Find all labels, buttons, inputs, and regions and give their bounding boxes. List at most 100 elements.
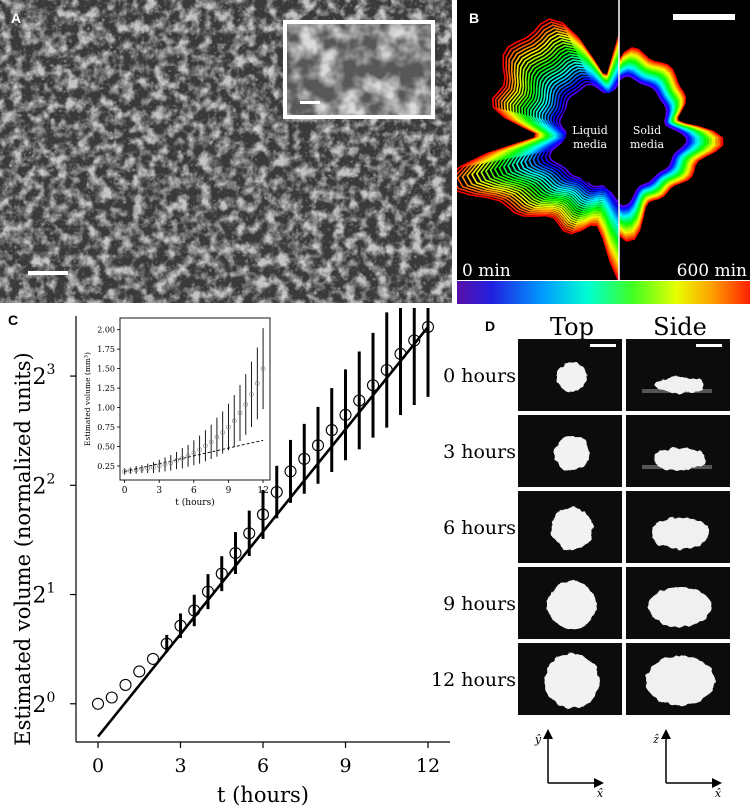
- side-axes-h-arrow: [712, 778, 722, 788]
- side-blob-3: [648, 586, 712, 628]
- inset-y-tick-label-1: 0.50: [97, 443, 115, 452]
- inset-point-4: [145, 466, 150, 471]
- y-tick-base: 2: [33, 584, 47, 609]
- inset-point-6: [156, 463, 162, 469]
- inset-point-24: [260, 366, 266, 371]
- y-axis-label: Estimated volume (normalized units): [11, 352, 35, 746]
- inset-y-tick-label-2: 0.75: [97, 423, 115, 432]
- side-blob-1: [653, 448, 707, 471]
- side-image-0: [626, 339, 730, 411]
- time-start-label: 0 min: [462, 261, 511, 280]
- panel-b-image: Liquid media Solid media 0 min 600 min: [457, 0, 750, 280]
- time-colorbar: [457, 281, 750, 304]
- data-point-22: [394, 347, 407, 360]
- inset-y-tick-label-3: 1.00: [97, 404, 115, 413]
- y-tick-base: 2: [33, 474, 47, 499]
- time-end-label: 600 min: [677, 261, 747, 280]
- inset-point-10: [180, 455, 185, 461]
- y-tick-exp: 0: [47, 690, 56, 706]
- column-header-side: Side: [653, 313, 707, 341]
- data-point-17: [325, 424, 338, 437]
- x-axis-label: t (hours): [217, 783, 309, 807]
- colorbar-gradient: [457, 281, 750, 304]
- row-label-2: 6 hours: [443, 517, 516, 539]
- top-blob-1: [554, 435, 590, 471]
- side-axes-h-label: x̂: [715, 787, 722, 800]
- side-blob-2: [651, 517, 709, 549]
- data-point-0: [91, 697, 105, 710]
- panel-a-image: [0, 0, 452, 303]
- inset-point-1: [128, 468, 133, 473]
- liquid-media-contours: [457, 18, 619, 280]
- inset-point-20: [237, 410, 243, 416]
- inset-x-tick-label-0: 0: [122, 486, 128, 496]
- inset-point-16: [214, 434, 220, 440]
- side-blob-4: [645, 656, 715, 706]
- inset-point-14: [203, 443, 208, 449]
- inset-x-axis-label: t (hours): [175, 497, 214, 508]
- panel-a-letter: A: [11, 10, 22, 26]
- panel-d-letter: D: [485, 318, 496, 334]
- side-blob-0: [656, 377, 704, 393]
- sem-inset-texture: [287, 24, 431, 115]
- inset-point-8: [168, 460, 174, 466]
- inset-point-7: [162, 462, 168, 467]
- data-point-1: [105, 691, 118, 704]
- column-header-top: Top: [550, 313, 594, 341]
- y-tick-base: 2: [33, 365, 47, 390]
- side-axes-v-arrow: [661, 729, 671, 739]
- side-scale-bar: [696, 344, 722, 347]
- y-tick-label-3: 23: [33, 362, 56, 390]
- top-blob-3: [547, 580, 597, 630]
- inset-x-tick-label-3: 3: [156, 486, 162, 496]
- y-tick-exp: 2: [47, 471, 56, 487]
- inset-point-15: [208, 439, 214, 445]
- data-point-5: [160, 637, 173, 650]
- inset-y-tick-label-5: 1.50: [97, 365, 115, 374]
- top-axes-v-label: ŷ: [534, 733, 542, 746]
- top-axes-v-arrow: [543, 729, 553, 739]
- liquid-media-label: Liquid media: [572, 124, 608, 151]
- data-point-9: [215, 567, 228, 580]
- data-point-23: [408, 334, 421, 347]
- inset-point-17: [220, 430, 225, 435]
- y-tick-label-2: 22: [33, 471, 56, 499]
- panel-c-letter: C: [8, 312, 19, 328]
- side-axes-v-label: ẑ: [652, 733, 659, 746]
- data-point-18: [339, 408, 352, 421]
- inset-point-5: [151, 465, 156, 470]
- row-label-4: 12 hours: [431, 669, 516, 691]
- inset-chart: 0 3 6 9 12 0.25 0.50 0.75 1.00 1.25 1.50 1.75 2.00 t …: [83, 317, 271, 508]
- data-point-20: [366, 379, 380, 392]
- data-point-21: [380, 363, 393, 377]
- row-label-1: 3 hours: [443, 441, 516, 463]
- data-point-11: [243, 527, 256, 540]
- top-blob-2: [551, 508, 593, 550]
- inset-y-tick-label-4: 1.25: [97, 384, 115, 393]
- inset-point-21: [243, 402, 249, 407]
- x-tick-label-0: 0: [92, 755, 104, 777]
- inset-y-axis-label: Estimated volume (mm³): [83, 352, 92, 446]
- data-point-6: [174, 619, 187, 632]
- y-tick-base: 2: [33, 693, 47, 718]
- solid-contour-8: [619, 65, 700, 219]
- liquid-contour-2: [540, 77, 619, 211]
- liquid-contour-4: [532, 72, 619, 217]
- data-point-14: [284, 465, 297, 478]
- inset-point-22: [249, 392, 254, 397]
- inset-point-13: [197, 447, 202, 452]
- inset-point-0: [122, 469, 127, 474]
- inset-point-9: [174, 458, 179, 463]
- row-label-3: 9 hours: [443, 593, 516, 615]
- data-point-4: [146, 652, 160, 665]
- top-scale-bar: [590, 344, 616, 347]
- y-tick-exp: 3: [47, 362, 56, 378]
- liquid-contour-7: [520, 64, 619, 227]
- inset-frame: [119, 317, 271, 481]
- data-point-15: [298, 452, 311, 465]
- inset-point-12: [191, 450, 197, 456]
- colony-core: [554, 82, 678, 199]
- liquid-contour-5: [528, 70, 619, 221]
